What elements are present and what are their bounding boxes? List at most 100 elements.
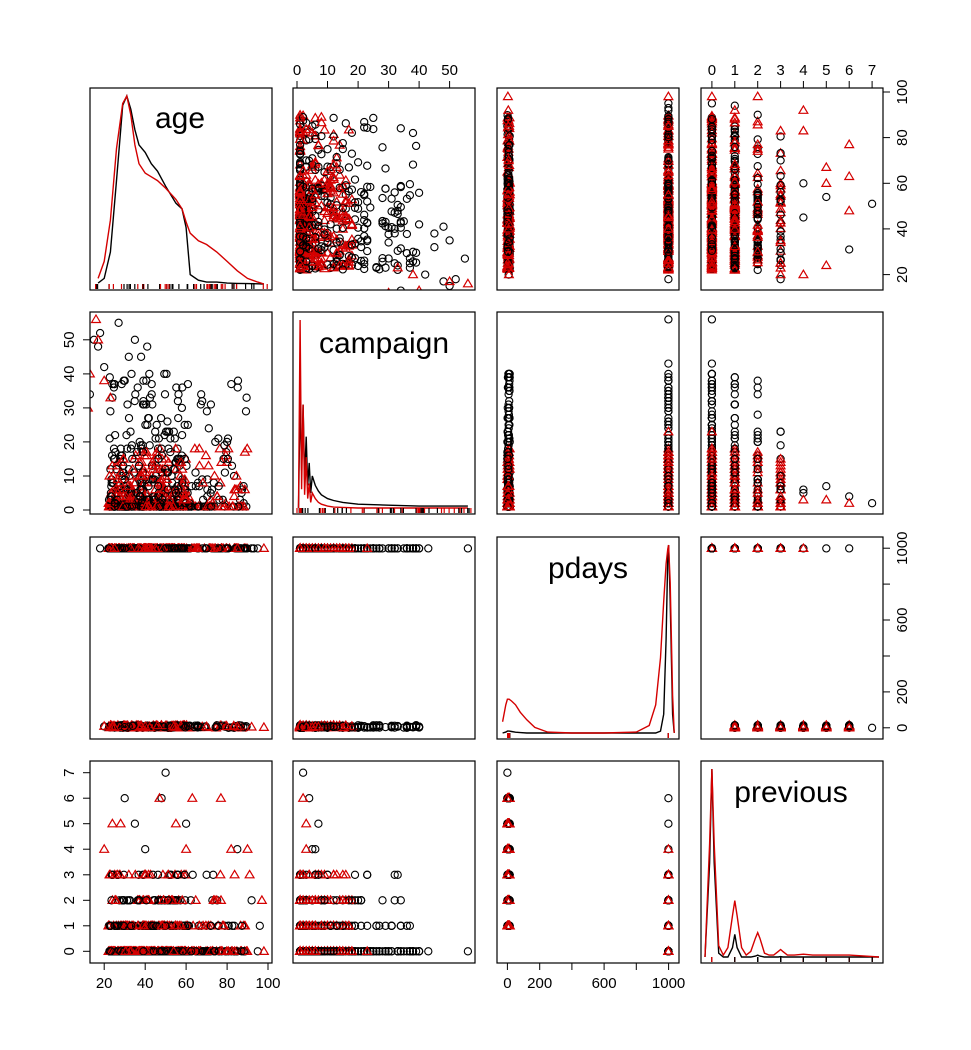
outlier-point	[65, 176, 74, 183]
outlier-point	[664, 156, 673, 165]
data-point	[123, 400, 132, 409]
outlier-point	[503, 247, 513, 256]
density-campaign-group1	[297, 319, 468, 509]
data-point	[503, 413, 512, 423]
panel-age-vs-campaign	[65, 176, 253, 511]
outlier-point	[820, 259, 832, 270]
outlier-point	[392, 262, 404, 272]
data-point	[183, 420, 192, 430]
data-point	[405, 180, 415, 189]
outlier-point	[460, 254, 470, 263]
data-point	[707, 114, 717, 124]
data-point	[775, 222, 787, 233]
outlier-point	[592, 314, 601, 321]
data-point	[319, 124, 330, 134]
outlier-point	[664, 115, 673, 124]
data-point	[752, 463, 764, 473]
data-point	[320, 192, 329, 201]
data-point	[329, 259, 338, 269]
data-point	[381, 222, 390, 231]
data-point	[775, 501, 787, 511]
data-point	[390, 224, 399, 233]
data-point	[163, 485, 172, 494]
data-point	[776, 188, 785, 197]
outlier-point	[729, 484, 741, 494]
data-point	[730, 190, 739, 199]
data-point	[311, 220, 320, 229]
data-point	[344, 187, 354, 196]
data-point	[312, 139, 324, 149]
outlier-point	[502, 120, 514, 130]
outlier-point	[797, 269, 809, 279]
data-point	[295, 146, 305, 156]
data-point	[220, 441, 229, 450]
data-point	[329, 132, 338, 141]
data-point	[117, 501, 129, 511]
outlier-point	[90, 405, 94, 412]
data-point	[664, 222, 673, 232]
outlier-point	[538, 298, 545, 305]
data-point	[775, 235, 787, 245]
data-point	[209, 470, 220, 480]
outlier-point	[145, 369, 154, 379]
density-campaign-group0	[297, 398, 468, 509]
data-point	[144, 482, 153, 491]
data-point	[706, 182, 718, 192]
outlier-point	[80, 251, 87, 258]
outlier-point	[843, 205, 855, 215]
data-point	[505, 396, 514, 406]
outlier-point	[589, 309, 598, 317]
data-point	[664, 237, 673, 246]
data-point	[294, 205, 306, 215]
data-point	[662, 264, 674, 274]
data-point	[123, 444, 132, 453]
data-point	[295, 159, 305, 168]
data-point	[325, 231, 337, 241]
outlier-point	[730, 468, 739, 477]
data-point	[331, 247, 343, 257]
data-point	[340, 174, 352, 185]
outlier-point	[822, 192, 831, 202]
outlier-point	[421, 293, 430, 301]
panel-previous-vs-age	[706, 91, 877, 284]
data-point	[730, 400, 739, 409]
data-point	[707, 146, 717, 156]
outlier-point	[775, 269, 787, 279]
outlier-point	[799, 179, 808, 188]
data-point	[504, 166, 513, 175]
data-point	[408, 160, 418, 169]
outlier-point	[502, 189, 514, 199]
data-point	[179, 494, 191, 504]
outlier-point	[820, 177, 832, 187]
outlier-point	[90, 390, 95, 399]
data-point	[146, 470, 158, 480]
data-point	[729, 240, 741, 251]
outlier-point	[504, 179, 514, 188]
outlier-point	[867, 499, 877, 508]
outlier-point	[77, 349, 86, 357]
data-point	[752, 204, 764, 214]
outlier-point	[88, 301, 97, 309]
data-point	[776, 248, 785, 257]
outlier-point	[104, 392, 116, 402]
data-point	[707, 400, 717, 409]
data-point	[408, 128, 418, 138]
outlier-point	[393, 261, 402, 270]
outlier-point	[407, 269, 419, 279]
data-point	[106, 460, 118, 470]
data-point	[753, 437, 762, 447]
outlier-point	[444, 275, 456, 286]
outlier-point	[843, 170, 855, 181]
outlier-point	[90, 368, 96, 378]
data-point	[177, 430, 187, 440]
data-point	[233, 376, 243, 385]
outlier-point	[799, 488, 808, 498]
data-point	[132, 447, 142, 457]
data-point	[323, 260, 332, 269]
data-point	[360, 256, 369, 265]
panels-layer	[65, 91, 880, 962]
outlier-point	[92, 334, 104, 344]
data-point	[207, 502, 216, 511]
data-point	[363, 218, 372, 227]
